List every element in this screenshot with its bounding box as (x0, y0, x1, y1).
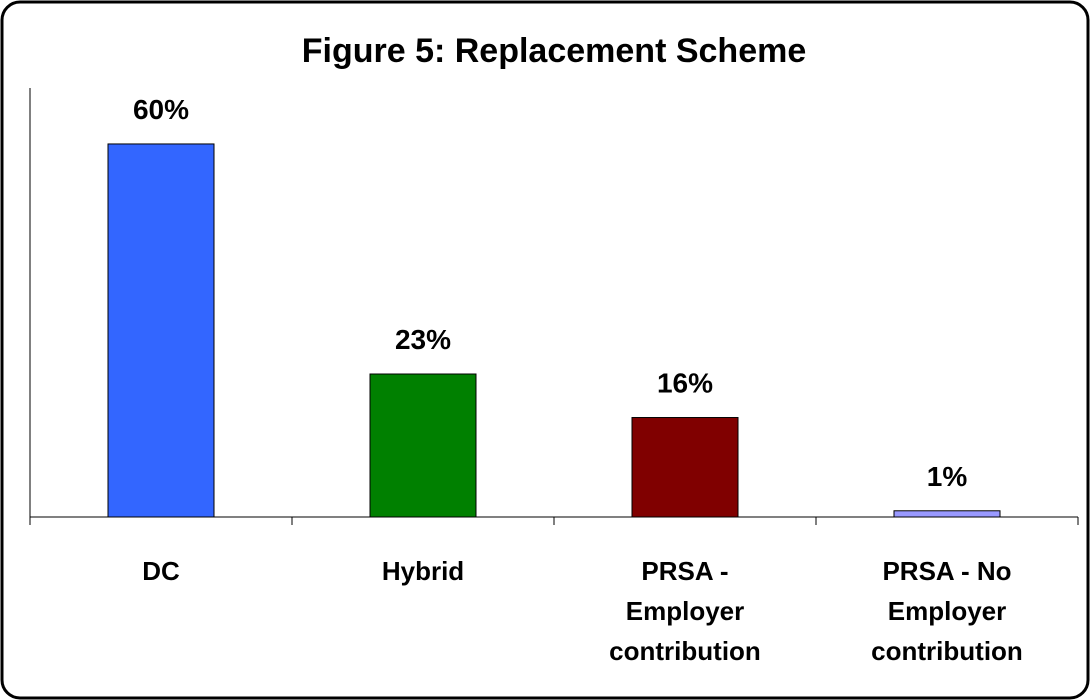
value-label: 23% (395, 324, 451, 355)
value-label: 1% (927, 461, 968, 492)
bar (107, 143, 215, 518)
value-label: 60% (133, 94, 189, 125)
x-tick-label: PRSA - No Employer contribution (871, 556, 1023, 666)
bar (369, 373, 477, 518)
bar (631, 417, 739, 518)
x-tick-label: PRSA -Employer contribution (609, 556, 761, 666)
x-tick-label: DC (142, 556, 180, 586)
bar (893, 510, 1001, 518)
value-label: 16% (657, 368, 713, 399)
x-tick-label: Hybrid (382, 556, 464, 586)
chart-title: Figure 5: Replacement Scheme (302, 32, 807, 70)
